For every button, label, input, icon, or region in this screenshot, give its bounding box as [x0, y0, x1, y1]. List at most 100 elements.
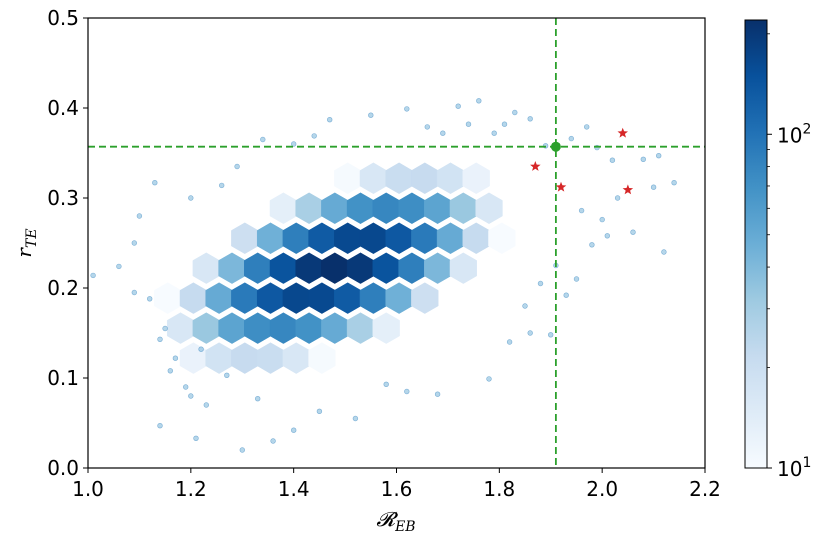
hexbin-cell: [179, 282, 208, 314]
scatter-point: [188, 195, 194, 201]
scatter-point: [404, 388, 410, 395]
hexbin-cell: [385, 222, 413, 254]
hexbin-cell: [269, 312, 298, 344]
hexbin-cell: [411, 282, 439, 314]
x-tick-label: 1.8: [483, 477, 515, 501]
scatter-point: [327, 116, 333, 123]
hexbin-cell: [282, 342, 310, 374]
hexbin-cell: [488, 222, 516, 254]
y-tick-label: 0.2: [47, 276, 79, 300]
scatter-point: [291, 141, 297, 147]
y-tick-label: 0.0: [47, 456, 79, 480]
hexbin-cell: [475, 192, 503, 224]
star-marker: [555, 181, 567, 192]
scatter-point: [424, 124, 430, 130]
hexbin-cell: [295, 312, 323, 344]
scatter-point: [291, 427, 297, 433]
hexbin-cell: [346, 252, 375, 284]
hexbin-cell: [205, 342, 233, 374]
x-axis-label-subscript: EB: [394, 519, 416, 535]
hexbin-cell: [218, 312, 246, 344]
hexbin-cell: [269, 192, 298, 224]
scatter-point: [537, 280, 544, 287]
star-marker: [617, 127, 628, 138]
hexbin-cell: [166, 312, 195, 344]
x-tick-label: 2.2: [689, 477, 721, 501]
colorbar: 101 102: [744, 19, 811, 481]
hexbin-cell: [282, 222, 310, 254]
scatter-point: [219, 182, 225, 189]
hexbin-layer: [154, 162, 516, 374]
scatter-point: [270, 438, 276, 444]
hexbin-cell: [372, 192, 400, 224]
scatter-point: [563, 292, 569, 298]
hexbin-cell: [244, 312, 272, 344]
hexbin-cell: [231, 282, 259, 314]
scatter-point: [162, 325, 168, 332]
scatter-point: [640, 156, 646, 163]
scatter-point: [465, 121, 472, 127]
x-tick-label: 1.6: [381, 477, 413, 501]
colorbar-gradient: [744, 19, 768, 469]
scatter-point: [172, 355, 179, 361]
scatter-point: [476, 98, 482, 104]
scatter-point: [255, 396, 261, 402]
scatter-point: [491, 130, 497, 136]
x-axis: 1.0 1.2 1.4 1.6 1.8 2.0 2.2: [72, 468, 721, 501]
hexbin-cell: [282, 282, 310, 314]
hexbin-cell: [411, 162, 439, 194]
scatter-point: [368, 112, 374, 118]
hexbin-cell: [411, 222, 439, 254]
hexbin-cell: [321, 192, 349, 224]
scatter-point: [527, 116, 533, 122]
scatter-point: [136, 213, 143, 219]
hexbin-cell: [192, 252, 220, 284]
scatter-point: [614, 195, 621, 201]
scatter-point: [671, 180, 677, 186]
scatter-point: [198, 346, 204, 352]
scatter-point: [157, 423, 163, 429]
scatter-point: [501, 121, 508, 127]
scatter-point: [316, 408, 323, 414]
scatter-point: [599, 216, 605, 223]
scatter-point: [455, 103, 461, 109]
hexbin-cell: [359, 282, 387, 314]
hexbin-cell: [321, 312, 349, 344]
hexbin-cell: [436, 162, 465, 194]
hexbin-cell: [205, 282, 233, 314]
scatter-point: [609, 157, 616, 163]
hexbin-cell: [334, 282, 362, 314]
scatter-point: [260, 136, 266, 143]
hexbin-cell: [385, 162, 413, 194]
hexbin-cell: [256, 342, 285, 374]
colorbar-tick-label: 101: [777, 455, 811, 481]
star-marker: [622, 184, 634, 195]
scatter-point: [383, 381, 389, 387]
scatter-point: [434, 391, 441, 397]
hexbin-cell: [308, 282, 336, 314]
scatter-point: [131, 289, 138, 296]
y-axis-label-subscript: TE: [24, 228, 40, 248]
scatter-point: [655, 153, 662, 159]
scatter-point: [188, 393, 194, 399]
y-tick-label: 0.5: [47, 6, 79, 30]
hexbin-cell: [154, 282, 182, 314]
scatter-point: [147, 296, 153, 302]
scatter-point: [239, 447, 246, 453]
scatter-point: [512, 109, 518, 116]
highlight-point: [550, 141, 561, 152]
hexbin-cell: [398, 192, 426, 224]
scatter-point: [604, 233, 610, 239]
y-axis-label: rTE: [12, 228, 40, 257]
hexbin-cell: [424, 252, 452, 284]
hexbin-cell: [372, 312, 400, 344]
hexbin-cell: [308, 342, 336, 374]
scatter-point: [522, 303, 528, 309]
x-tick-label: 1.2: [175, 477, 207, 501]
hexbin-cell: [462, 162, 490, 194]
hexbin-cell: [449, 192, 477, 224]
hexbin-cell: [231, 222, 259, 254]
hexbin-cell: [462, 222, 490, 254]
x-axis-label: 𝓡EB: [376, 507, 415, 535]
hexbin-cell: [372, 252, 400, 284]
